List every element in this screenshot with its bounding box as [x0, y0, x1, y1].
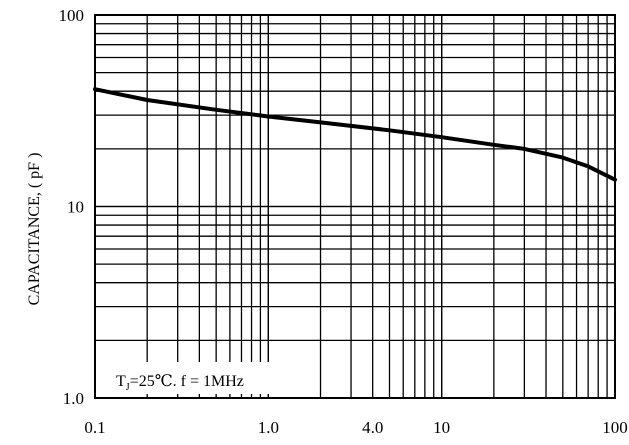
- x-tick-label: 1.0: [258, 418, 279, 437]
- series-line: [93, 87, 617, 182]
- x-tick-label: 0.1: [84, 418, 105, 437]
- y-axis-label: CAPACITANCE, ( pF ): [26, 153, 43, 306]
- y-tick-label: 10: [67, 198, 84, 217]
- annotation-background: [96, 362, 294, 394]
- conditions-annotation: TJ=25℃. f = 1MHz: [116, 373, 244, 393]
- x-tick-label: 4.0: [362, 418, 383, 437]
- x-tick-labels: 0.1 1.0 4.0 10 100: [84, 418, 627, 437]
- series-layer: [93, 87, 617, 182]
- x-tick-label: 10: [433, 418, 450, 437]
- x-tick-label: 100: [602, 418, 628, 437]
- y-tick-labels: 1.0 10 100: [59, 6, 85, 408]
- y-tick-label: 1.0: [63, 389, 84, 408]
- plot-frame: [94, 14, 616, 399]
- annotation-layer: TJ=25℃. f = 1MHz: [96, 362, 294, 394]
- y-tick-label: 100: [59, 6, 85, 25]
- grid-lines: [94, 14, 616, 399]
- annotation-subscript: J: [126, 382, 130, 393]
